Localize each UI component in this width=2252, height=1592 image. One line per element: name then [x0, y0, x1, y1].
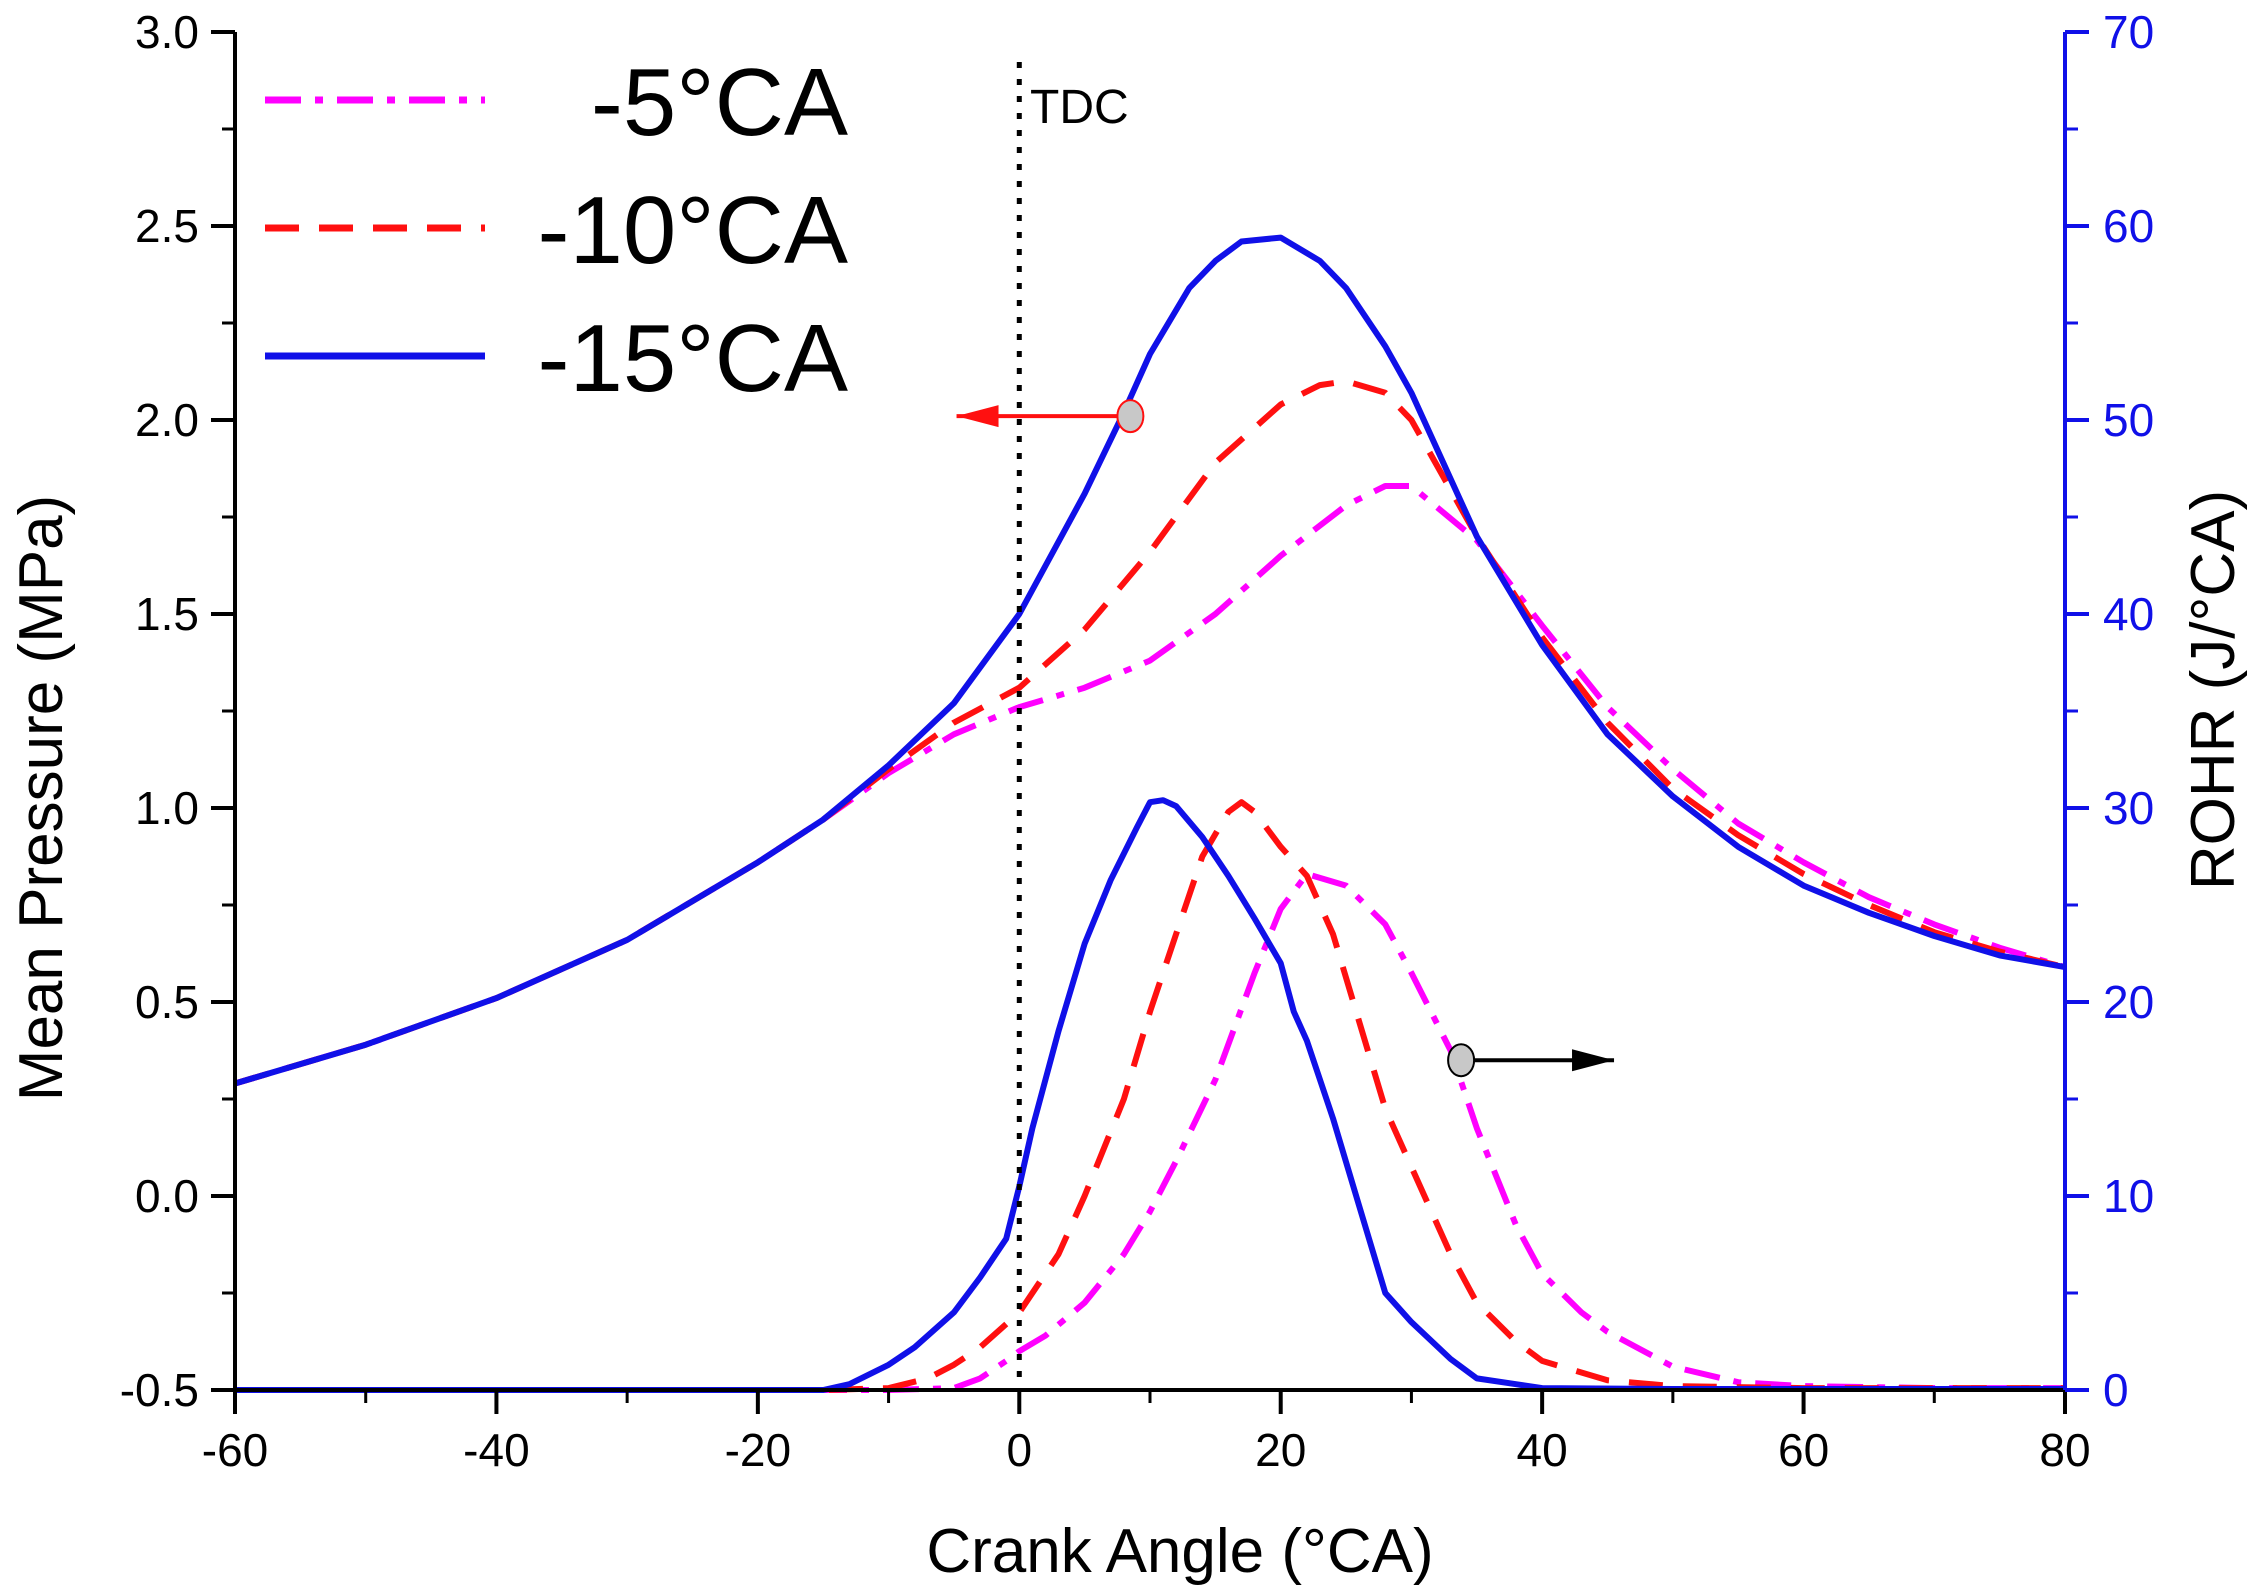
y-right-tick-label: 60 [2103, 200, 2154, 252]
legend-label: -15°CA [538, 305, 849, 412]
axis-indicator-circle [1447, 1043, 1476, 1078]
y-axis-right-title: ROHR (J/°CA) [2179, 490, 2248, 890]
y-left-tick-label: 2.0 [135, 394, 199, 446]
legend-label: -10°CA [538, 177, 849, 284]
axis-indicator-arrowhead [1572, 1049, 1615, 1072]
rohr-curve [235, 799, 2065, 1393]
axes [233, 32, 2067, 1392]
rohr-curve [235, 797, 2065, 1393]
axis-indicator-arrowhead [956, 405, 999, 428]
pressure-curve [234, 234, 2066, 1087]
y-left-tick-label: 0.0 [135, 1170, 199, 1222]
tdc-label: TDC [1030, 81, 1129, 134]
tick-marks-and-labels: -60 -40 -20 0 20 40 60 80 -0.5 0.0 0.5 1.0 1.5 2.0 2.5… [120, 6, 2154, 1476]
data-curves [234, 234, 2066, 1393]
y-left-tick-label: 1.0 [135, 782, 199, 834]
y-axis-left-title: Mean Pressure (MPa) [7, 495, 76, 1101]
x-tick-label: 80 [2039, 1424, 2090, 1476]
y-left-tick-label: 3.0 [135, 6, 199, 58]
pressure-curve [234, 378, 2066, 1087]
y-right-tick-label: 20 [2103, 976, 2154, 1028]
y-left-tick-label: 2.5 [135, 200, 199, 252]
legend-label: -5°CA [591, 49, 848, 156]
y-left-tick-label: 1.5 [135, 588, 199, 640]
x-tick-label: -60 [202, 1424, 268, 1476]
x-tick-label: -40 [463, 1424, 529, 1476]
x-tick-label: 40 [1517, 1424, 1568, 1476]
axis-indicator-circle [1116, 399, 1145, 434]
annotations [956, 399, 1615, 1078]
x-tick-label: 0 [1006, 1424, 1032, 1476]
y-right-tick-label: 70 [2103, 6, 2154, 58]
legend: -5°CA -10°CA -15°CA [265, 49, 848, 412]
y-right-tick-label: 0 [2103, 1364, 2129, 1416]
y-right-tick-label: 10 [2103, 1170, 2154, 1222]
x-tick-label: 60 [1778, 1424, 1829, 1476]
y-right-tick-label: 40 [2103, 588, 2154, 640]
rohr-curve [235, 871, 2065, 1393]
y-right-tick-label: 50 [2103, 394, 2154, 446]
y-left-tick-label: -0.5 [120, 1364, 199, 1416]
x-tick-label: -20 [725, 1424, 791, 1476]
x-axis-title: Crank Angle (°CA) [926, 1517, 1433, 1586]
y-left-tick-label: 0.5 [135, 976, 199, 1028]
y-right-tick-label: 30 [2103, 782, 2154, 834]
x-tick-label: 20 [1255, 1424, 1306, 1476]
